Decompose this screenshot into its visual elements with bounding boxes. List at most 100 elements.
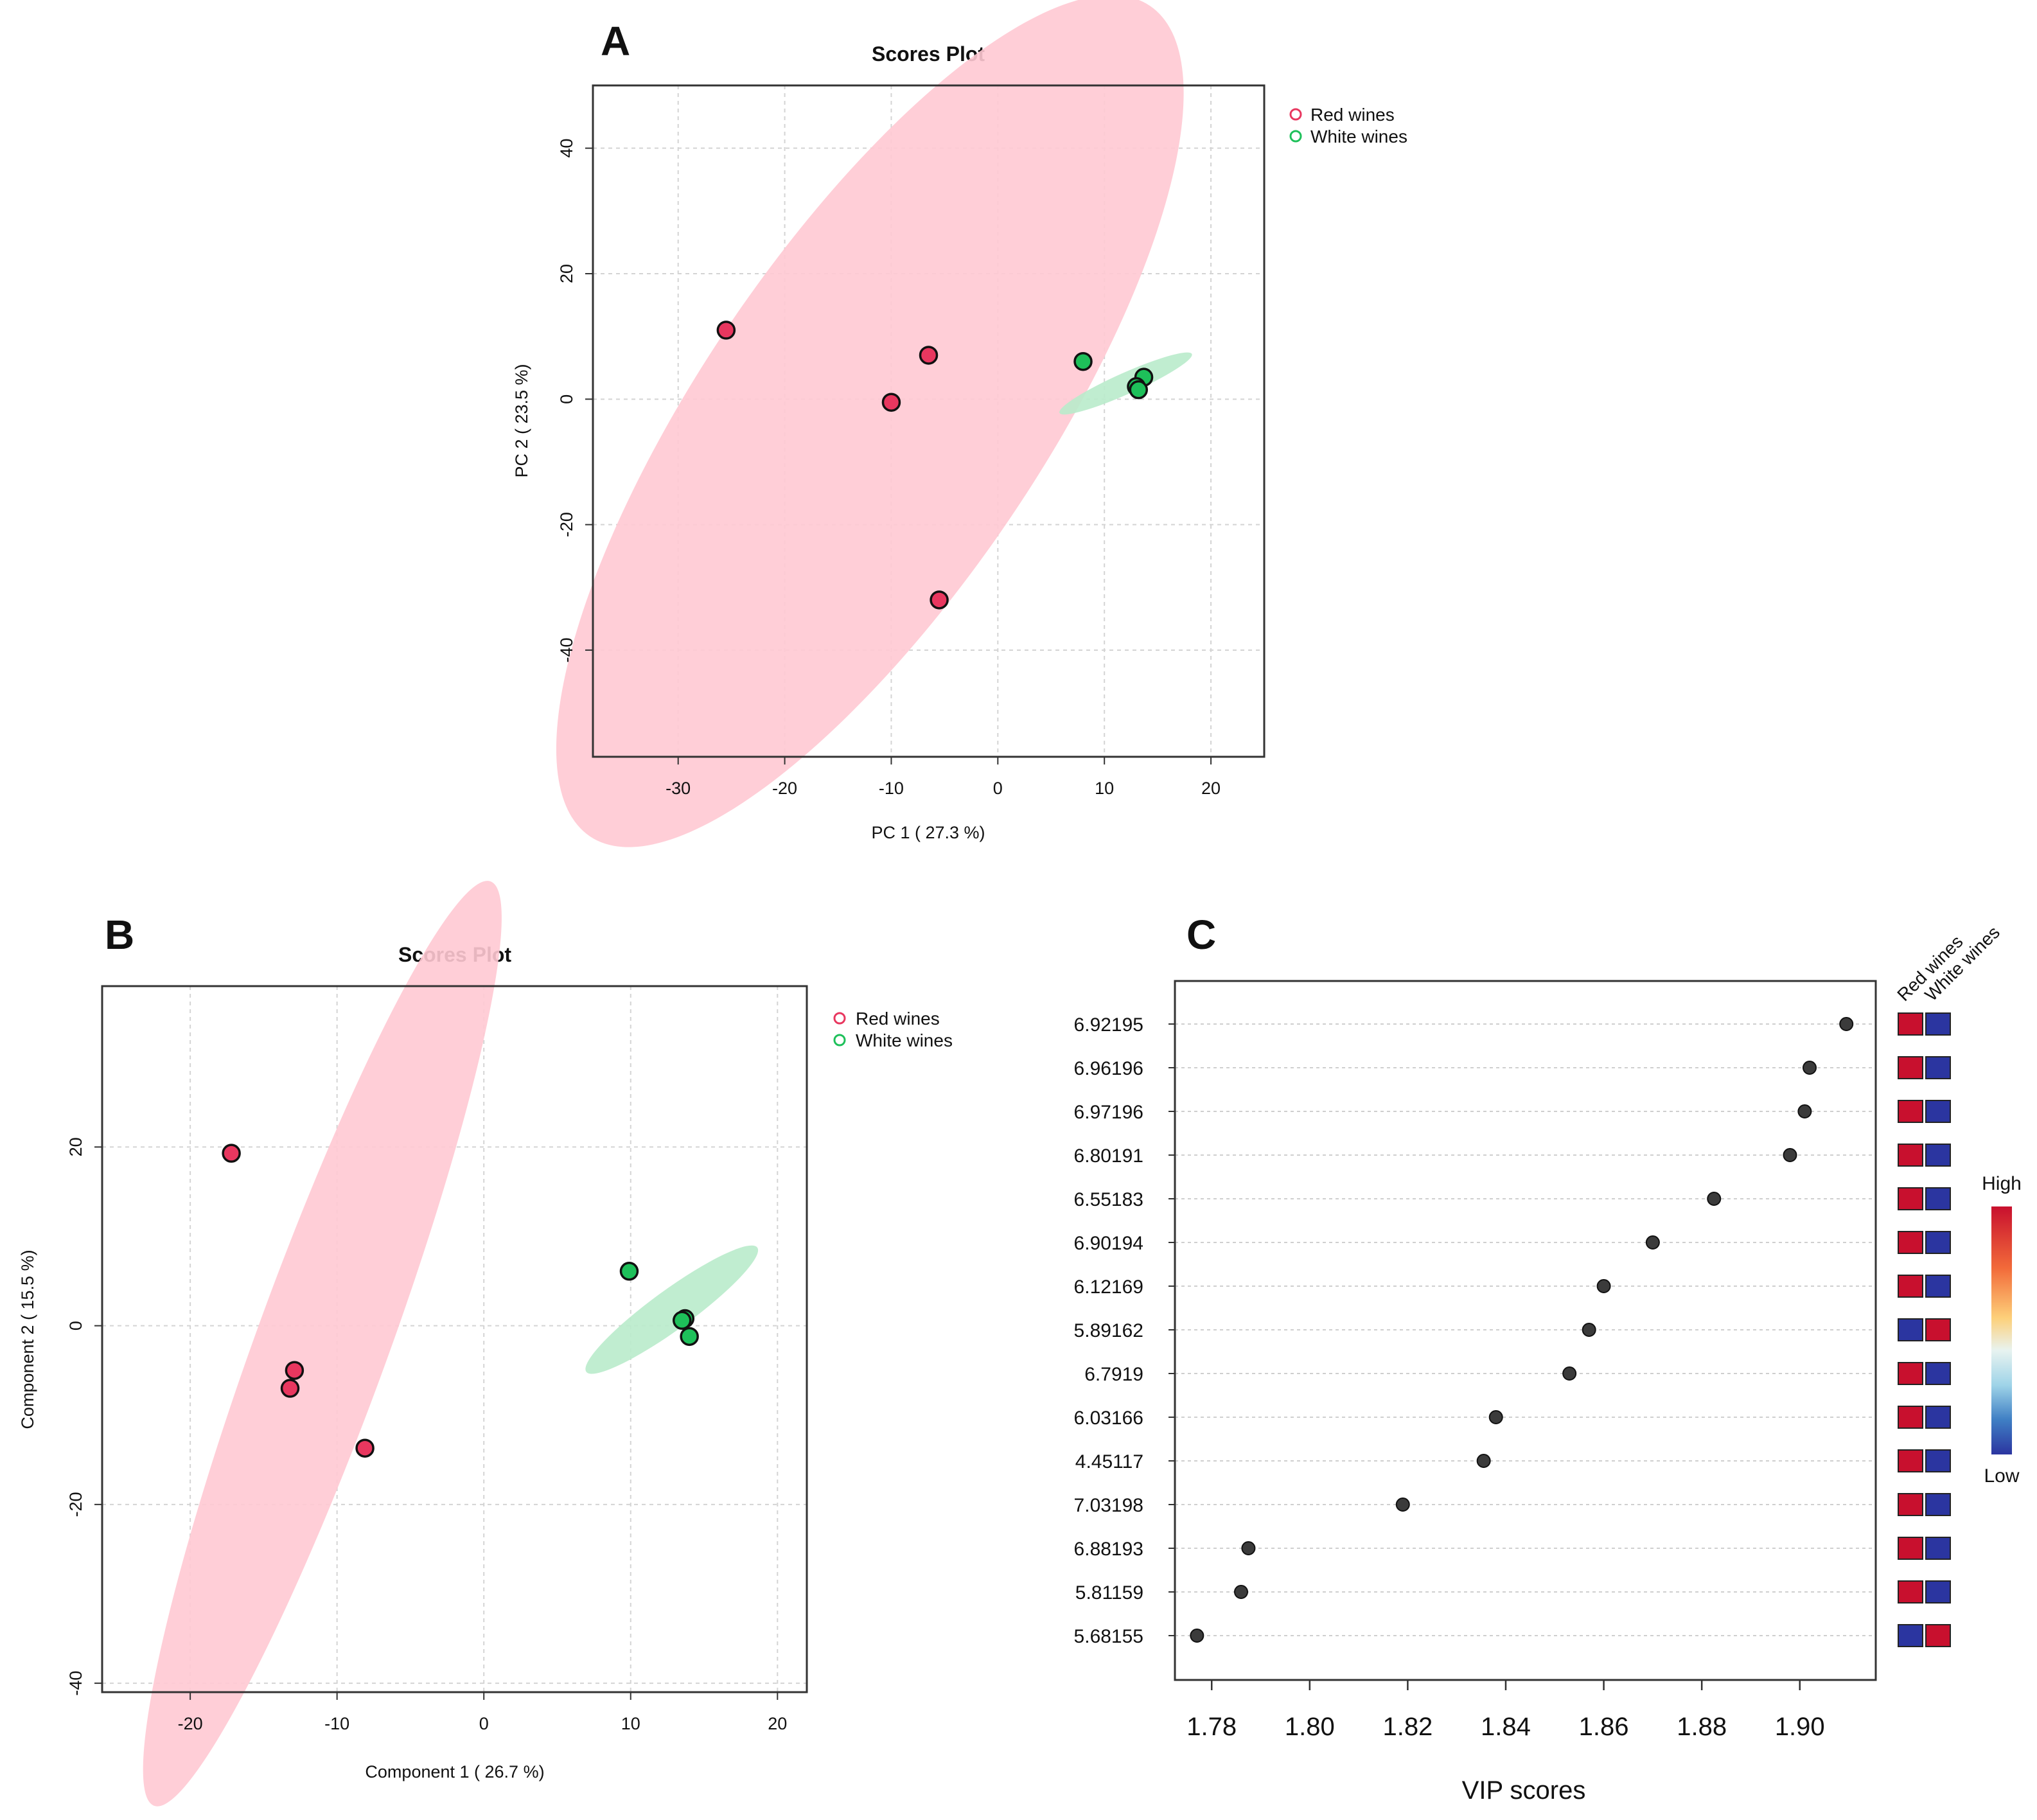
panel-c-heatmap-cell-5-white (1925, 1231, 1951, 1254)
panel-c-vip-point-11 (1395, 1498, 1410, 1512)
panel-a-ellipse-white (1059, 352, 1192, 415)
panel-c-heatmap-cell-12-red (1898, 1537, 1923, 1560)
panel-b-point-red-3 (355, 1438, 375, 1458)
panel-c-vip-points (1190, 1017, 1854, 1643)
panel-b-point-red-1 (285, 1361, 304, 1380)
panel-c-heatmap-cell-13-red (1898, 1580, 1923, 1604)
panel-b-point-white-2 (672, 1311, 692, 1330)
panel-c-feature-labels: 6.92195 6.96196 6.97196 6.80191 6.55183 6.901… (1074, 1014, 1175, 1647)
panel-b-legend-red-marker (833, 1012, 846, 1025)
panel-c-row-gridlines (1175, 1023, 1876, 1636)
panel-c-vip-point-13 (1233, 1585, 1248, 1599)
panel-c-heatmap-cell-8-white (1925, 1362, 1951, 1385)
panel-a-legend-white-label: White wines (1310, 127, 1407, 146)
panel-b-letter: B (105, 912, 134, 958)
panel-c-x-tick-label-4: 1.86 (1579, 1713, 1629, 1741)
panel-b-ellipse-red (143, 881, 502, 1807)
panel-c-heatmap-cell-9-white (1925, 1406, 1951, 1429)
panel-c-feature-label-8: 6.7919 (1084, 1364, 1143, 1385)
panel-c-x-axis-label: VIP scores (1462, 1776, 1586, 1805)
panel-c-feature-label-14: 5.68155 (1074, 1626, 1143, 1647)
panel-b-y-tick-label-1: -20 (66, 1492, 85, 1517)
panel-b-point-red-0 (222, 1144, 241, 1163)
panel-a-y-tick-label-2: 0 (557, 394, 576, 404)
panel-c-heatmap-cell-2-red (1898, 1100, 1923, 1123)
panel-c-heatmap-cell-1-white (1925, 1056, 1951, 1079)
panel-b-legend-red-label: Red wines (856, 1009, 940, 1029)
panel-b-x-tick-label-2: 0 (479, 1714, 489, 1733)
panel-a-legend-red-label: Red wines (1310, 105, 1395, 125)
panel-a-point-white-3 (1129, 380, 1149, 400)
panel-c-vip-point-7 (1582, 1323, 1596, 1337)
panel-c-x-tick-label-1: 1.80 (1285, 1713, 1335, 1741)
panel-c-heatmap-cell-0-red (1898, 1012, 1923, 1036)
panel-a-point-red-1 (919, 346, 939, 365)
panel-c-vip-point-5 (1645, 1235, 1660, 1250)
panel-b-ellipse-white (585, 1245, 759, 1374)
panel-c-feature-label-13: 5.81159 (1075, 1582, 1143, 1604)
panel-b-legend: Red wines White wines (833, 1009, 953, 1050)
panel-c-x-tick-label-6: 1.90 (1775, 1713, 1825, 1741)
panel-a-point-red-3 (930, 590, 949, 610)
panel-a-x-tick-label-3: 0 (993, 779, 1003, 798)
panel-a-ellipses (556, 0, 1192, 847)
panel-a-x-tick-label-2: -10 (879, 779, 904, 798)
panel-c-heatmap-cell-11-white (1925, 1493, 1951, 1516)
panel-a-x-tick-label-5: 20 (1201, 779, 1221, 798)
panel-c-heatmap-cell-2-white (1925, 1100, 1951, 1123)
panel-c-feature-label-6: 6.12169 (1074, 1277, 1143, 1298)
panel-a-y-tick-label-3: 20 (557, 264, 576, 283)
panel-c-vip-point-6 (1596, 1279, 1611, 1293)
panel-c-heatmap-cell-11-red (1898, 1493, 1923, 1516)
panel-c-vip-point-14 (1190, 1629, 1204, 1643)
panel-c-colorbar: High Low (1982, 1173, 2022, 1487)
panel-b-x-tick-label-4: 20 (768, 1714, 787, 1733)
colorbar-gradient (1991, 1206, 2012, 1454)
panel-c-heatmap-cell-3-white (1925, 1144, 1951, 1167)
panel-c-x-tick-label-0: 1.78 (1186, 1713, 1237, 1741)
panel-a-y-tick-label-4: 40 (557, 139, 576, 158)
panel-a-y-axis-label: PC 2 ( 23.5 %) (512, 364, 531, 477)
panel-c-heatmap-cell-3-red (1898, 1144, 1923, 1167)
panel-b-x-axis-label: Component 1 ( 26.7 %) (365, 1762, 544, 1781)
panel-a-point-red-0 (716, 321, 736, 340)
panel-b-y-tick-label-2: 0 (66, 1321, 85, 1330)
panel-a-y-tick-label-0: -40 (557, 637, 576, 662)
colorbar-low-label: Low (1984, 1465, 2019, 1487)
panel-c-heatmap-cell-6-white (1925, 1275, 1951, 1298)
panel-c-feature-label-10: 4.45117 (1075, 1451, 1143, 1472)
panel-c-x-tick-label-2: 1.82 (1382, 1713, 1433, 1741)
panel-c-feature-label-2: 6.97196 (1074, 1102, 1143, 1123)
panel-c-feature-label-4: 6.55183 (1074, 1189, 1143, 1210)
panel-a-point-white-0 (1073, 351, 1093, 371)
panel-c-heatmap-cell-12-white (1925, 1537, 1951, 1560)
panel-c-x-tick-label-5: 1.88 (1677, 1713, 1727, 1741)
panel-a-plot-frame (592, 84, 1265, 758)
panel-a-x-tick-label-4: 10 (1095, 779, 1114, 798)
panel-c-heatmap-cell-4-white (1925, 1187, 1951, 1210)
panel-b-point-red-2 (280, 1379, 300, 1398)
panel-c-vip-point-2 (1797, 1104, 1812, 1118)
panel-a-x-ticks: -30 -20 -10 0 10 20 (666, 757, 1221, 798)
panel-c-vip-point-10 (1476, 1454, 1491, 1468)
panel-c-vip-point-12 (1241, 1541, 1256, 1555)
panel-b-x-ticks: -20 -10 0 10 20 (178, 1692, 787, 1733)
panel-c-heatmap-cell-8-red (1898, 1362, 1923, 1385)
panel-b-points (222, 1144, 699, 1458)
panel-c-feature-label-12: 6.88193 (1074, 1539, 1143, 1560)
panel-b-legend-white-label: White wines (856, 1030, 953, 1050)
panel-c-x-tick-label-3: 1.84 (1481, 1713, 1531, 1741)
panel-c-feature-label-7: 5.89162 (1074, 1320, 1143, 1341)
panel-c-heatmap-cell-1-red (1898, 1056, 1923, 1079)
panel-c-heatmap (1898, 1012, 1951, 1647)
panel-c-x-ticks: 1.78 1.80 1.82 1.84 1.86 1.88 1.90 (1186, 1680, 1825, 1741)
panel-b-y-tick-label-0: -40 (66, 1671, 85, 1696)
panel-a-x-axis-label: PC 1 ( 27.3 %) (871, 823, 985, 842)
panel-a-letter: A (601, 18, 630, 64)
panel-b-legend-white-marker (833, 1034, 846, 1047)
panel-c-feature-label-11: 7.03198 (1074, 1495, 1143, 1516)
panel-b-x-tick-label-0: -20 (178, 1714, 203, 1733)
